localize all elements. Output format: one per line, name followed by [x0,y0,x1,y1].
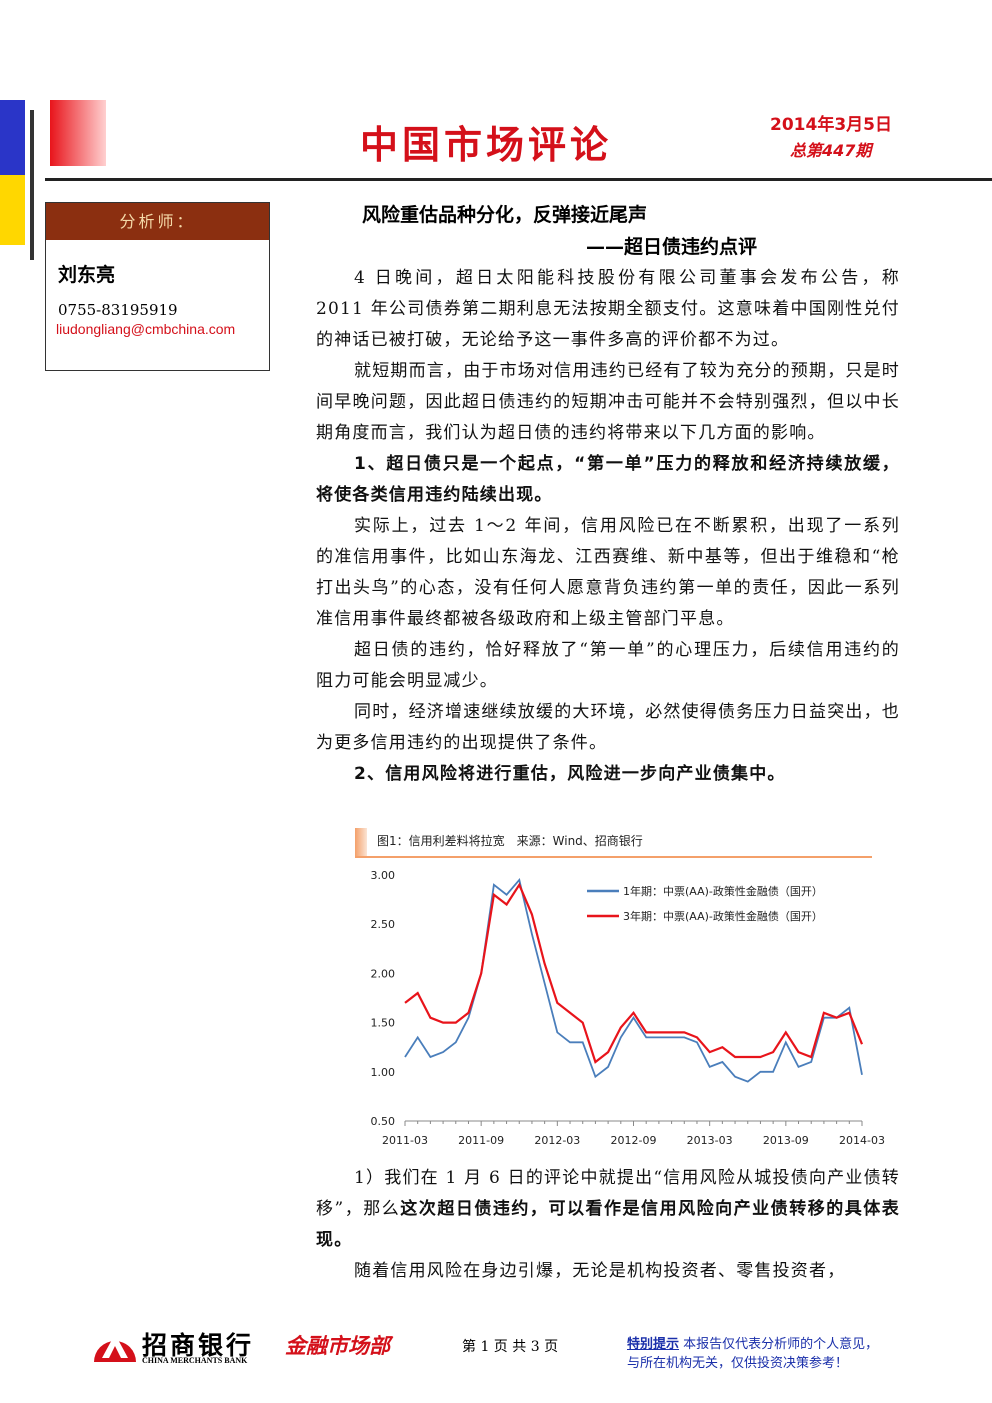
paragraph: 1）我们在 1 月 6 日的评论中就提出“信用风险从城投债向产业债转移”，那么这… [316,1163,900,1256]
deco-yellow [0,175,25,245]
bank-logo [94,1334,136,1362]
text-run: 这次超日债违约，可以看作是信用风险向产业债转移的具体表现。 [316,1199,900,1250]
x-tick-label: 2013-03 [687,1134,733,1147]
caption-bg [355,828,872,857]
y-tick-label: 1.50 [371,1017,396,1030]
analyst-email: liudongliang@cmbchina.com [56,321,236,337]
body-before-chart: 4 日晚间，超日太阳能科技股份有限公司董事会发布公告，称 2011 年公司债券第… [316,263,900,790]
series-line [404,882,864,1064]
legend-label: 1年期：中票(AA)-政策性金融债（国开） [623,884,823,898]
analyst-phone: 0755-83195919 [58,301,178,319]
y-tick-label: 1.00 [371,1066,396,1079]
x-tick-label: 2011-09 [458,1134,504,1147]
header-rule [45,178,992,181]
text-run: 随着信用风险在身边引爆，无论是机构投资者、零售投资者， [354,1261,846,1281]
x-tick-label: 2013-09 [763,1134,809,1147]
header-date: 2014年3月5日 [770,115,892,135]
text-run: 超日债的违约，恰好释放了“第一单”的心理压力，后续信用违约的阻力可能会明显减少。 [316,640,900,691]
text-run: 2、信用风险将进行重估，风险进一步向产业债集中。 [354,764,786,784]
text-run: 实际上，过去 1～2 年间，信用风险已在不断累积，出现了一系列的准信用事件，比如… [316,516,900,629]
paragraph: 实际上，过去 1～2 年间，信用风险已在不断累积，出现了一系列的准信用事件，比如… [316,511,900,635]
y-tick-label: 2.00 [371,967,396,980]
x-tick-label: 2012-09 [611,1134,657,1147]
text-run: 4 日晚间，超日太阳能科技股份有限公司董事会发布公告，称 2011 年公司债券第… [316,268,900,350]
y-tick-label: 2.50 [371,918,396,931]
paragraph: 随着信用风险在身边引爆，无论是机构投资者、零售投资者， [316,1256,900,1287]
body-after-chart: 1）我们在 1 月 6 日的评论中就提出“信用风险从城投债向产业债转移”，那么这… [316,1163,900,1287]
y-tick-label: 0.50 [371,1115,396,1128]
notice-line: 与所在机构无关，仅供投资决策参考！ [627,1356,849,1371]
deco-blue [0,100,25,175]
header-title: 中国市场评论 [360,123,613,167]
text-run: 就短期而言，由于市场对信用违约已经有了较为充分的预期，只是时间早晚问题，因此超日… [316,361,900,443]
bank-name: 招商银行 [142,1331,255,1360]
header-issue: 总第447期 [790,141,872,160]
notice-label: 特别提示 [627,1337,680,1352]
paragraph: 就短期而言，由于市场对信用违约已经有了较为充分的预期，只是时间早晚问题，因此超日… [316,356,900,449]
deco-line [30,110,34,260]
notice: 特别提示 本报告仅代表分析师的个人意见， 与所在机构无关，仅供投资决策参考！ [627,1333,878,1371]
paragraph: 4 日晚间，超日太阳能科技股份有限公司董事会发布公告，称 2011 年公司债券第… [316,263,900,356]
article-title: 风险重估品种分化，反弹接近尾声 [362,204,648,226]
analyst-label: 分析师： [46,203,269,240]
bank-name-en: CHINA MERCHANTS BANK [142,1356,248,1365]
x-tick-label: 2011-03 [382,1134,428,1147]
chart: 图1：信用利差料将拉宽 来源：Wind、招商银行 0.50 1.00 1.50 2.0… [355,828,885,1147]
caption-accent [355,828,367,857]
deco-red [50,100,106,166]
text-run: 1、超日债只是一个起点，“第一单”压力的释放和经济持续放缓，将使各类信用违约陆续… [316,454,900,505]
page-number: 第 1 页 共 3 页 [462,1339,559,1355]
analyst-name: 刘东亮 [58,264,116,286]
text-run: 同时，经济增速继续放缓的大环境，必然使得债务压力日益突出，也为更多信用违约的出现… [316,702,900,753]
article-subtitle: ——超日债违约点评 [586,236,758,258]
y-tick-label: 3.00 [371,869,396,882]
text-run: 1）我们在 1 月 6 日的评论中就提出“信用风险从城投债向产业债转移”，那么 [316,1168,900,1219]
paragraph: 1、超日债只是一个起点，“第一单”压力的释放和经济持续放缓，将使各类信用违约陆续… [316,449,900,511]
legend-label: 3年期：中票(AA)-政策性金融债（国开） [623,909,823,923]
paragraph: 同时，经济增速继续放缓的大环境，必然使得债务压力日益突出，也为更多信用违约的出现… [316,697,900,759]
notice-line: 本报告仅代表分析师的个人意见， [683,1337,879,1352]
paragraph: 超日债的违约，恰好释放了“第一单”的心理压力，后续信用违约的阻力可能会明显减少。 [316,635,900,697]
dept: 金融市场部 [285,1334,390,1358]
paragraph: 2、信用风险将进行重估，风险进一步向产业债集中。 [316,759,900,790]
x-tick-label: 2014-03 [839,1134,885,1147]
analyst-box: 分析师： 刘东亮 0755-83195919 liudongliang@cmbc… [45,202,270,371]
x-tick-label: 2012-03 [534,1134,580,1147]
chart-title: 图1：信用利差料将拉宽 来源：Wind、招商银行 [377,833,643,848]
